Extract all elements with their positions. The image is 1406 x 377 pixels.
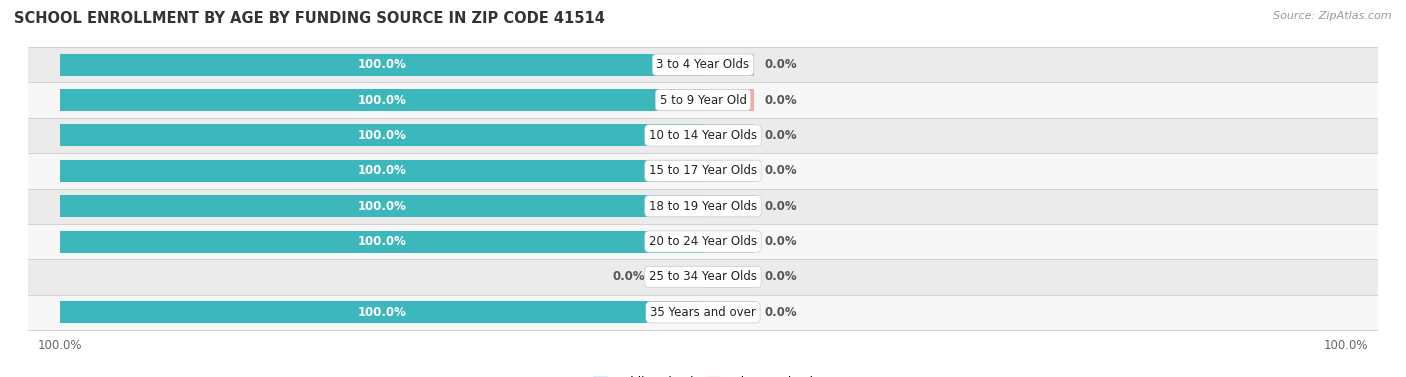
Text: 100.0%: 100.0% [357,235,406,248]
Bar [703,301,755,323]
Bar [703,160,755,182]
Text: 0.0%: 0.0% [763,164,797,177]
Text: 100.0%: 100.0% [357,164,406,177]
Text: 35 Years and over: 35 Years and over [650,306,756,319]
Text: 0.0%: 0.0% [763,93,797,107]
Bar [28,224,1378,259]
Text: 0.0%: 0.0% [763,235,797,248]
Bar [60,89,703,111]
Bar [703,195,755,217]
Text: 25 to 34 Year Olds: 25 to 34 Year Olds [650,270,756,284]
Text: 0.0%: 0.0% [763,200,797,213]
Text: 3 to 4 Year Olds: 3 to 4 Year Olds [657,58,749,71]
Bar [703,266,755,288]
Bar [28,153,1378,188]
Text: 0.0%: 0.0% [613,270,645,284]
Bar [703,124,755,146]
Legend: Public School, Private School: Public School, Private School [593,376,813,377]
Text: 0.0%: 0.0% [763,270,797,284]
Text: 0.0%: 0.0% [763,58,797,71]
Text: 100.0%: 100.0% [357,58,406,71]
Text: 0.0%: 0.0% [763,129,797,142]
Text: 18 to 19 Year Olds: 18 to 19 Year Olds [650,200,756,213]
Text: 100.0%: 100.0% [357,93,406,107]
Text: 0.0%: 0.0% [763,306,797,319]
Text: 100.0%: 100.0% [357,306,406,319]
Bar [651,266,703,288]
Bar [28,188,1378,224]
Bar [60,195,703,217]
Bar [60,160,703,182]
Bar [60,124,703,146]
Text: 100.0%: 100.0% [357,200,406,213]
Bar [28,259,1378,294]
Text: Source: ZipAtlas.com: Source: ZipAtlas.com [1274,11,1392,21]
Text: SCHOOL ENROLLMENT BY AGE BY FUNDING SOURCE IN ZIP CODE 41514: SCHOOL ENROLLMENT BY AGE BY FUNDING SOUR… [14,11,605,26]
Text: 10 to 14 Year Olds: 10 to 14 Year Olds [650,129,756,142]
Text: 15 to 17 Year Olds: 15 to 17 Year Olds [650,164,756,177]
Bar [60,231,703,253]
Bar [60,301,703,323]
Text: 100.0%: 100.0% [357,129,406,142]
Bar [703,89,755,111]
Bar [60,54,703,76]
Bar [28,118,1378,153]
Text: 20 to 24 Year Olds: 20 to 24 Year Olds [650,235,756,248]
Bar [28,47,1378,83]
Bar [703,54,755,76]
Bar [28,83,1378,118]
Bar [703,231,755,253]
Text: 5 to 9 Year Old: 5 to 9 Year Old [659,93,747,107]
Bar [28,294,1378,330]
